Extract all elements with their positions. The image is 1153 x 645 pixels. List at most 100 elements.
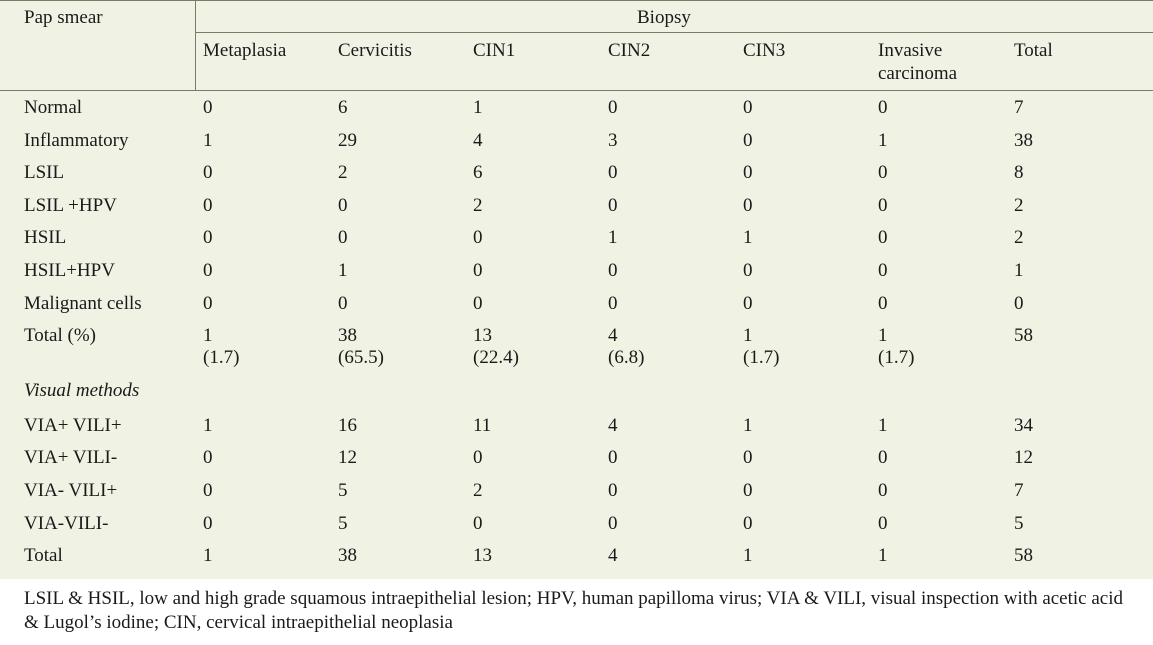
table-cell: 0 — [473, 512, 483, 534]
top-rule — [0, 0, 1153, 1]
table-cell: 1 — [878, 414, 888, 436]
table-cell: 11 — [473, 414, 492, 436]
table-cell: 0 — [608, 292, 618, 314]
row-label: LSIL — [24, 162, 65, 184]
column-header-metaplasia: Metaplasia — [203, 40, 287, 61]
table-cell: 0 — [203, 194, 213, 216]
header-bottom-rule — [0, 90, 1153, 91]
table-cell: 34 — [1014, 414, 1033, 436]
table-cell: 38 — [1014, 129, 1033, 151]
table-cell: 1 — [878, 545, 888, 567]
row-label: VIA+ VILI+ — [24, 414, 122, 436]
table-cell: 0 — [743, 292, 753, 314]
stub-divider — [195, 0, 196, 90]
table-cell: 4 — [608, 414, 618, 436]
row-label: VIA-VILI- — [24, 512, 109, 534]
table-cell: 0 — [878, 292, 888, 314]
table-cell-percent: (65.5) — [338, 347, 384, 369]
column-header-total: Total — [1014, 40, 1053, 61]
table-cell: 0 — [608, 260, 618, 281]
table-cell: 0 — [743, 479, 753, 501]
table-cell: 0 — [203, 479, 213, 501]
table-cell: 0 — [338, 227, 348, 249]
row-label: VIA- VILI+ — [24, 479, 118, 501]
table-cell: 0 — [473, 292, 483, 314]
data-table: Pap smear Biopsy Metaplasia Cervicitis C… — [0, 0, 1153, 567]
row-label: Inflammatory — [24, 129, 129, 151]
table-cell: 5 — [338, 512, 348, 534]
table-cell: 6 — [338, 97, 348, 118]
table-cell: 0 — [608, 447, 618, 469]
row-label: VIA+ VILI- — [24, 447, 118, 469]
table-cell: 0 — [878, 447, 888, 469]
table-cell: 0 — [473, 260, 483, 281]
table-footnote: LSIL & HSIL, low and high grade squamous… — [24, 588, 1124, 633]
table-cell: 13 — [473, 545, 492, 567]
row-label: HSIL — [24, 227, 67, 249]
table-cell: 1 — [608, 227, 618, 249]
table-cell: 0 — [338, 194, 348, 216]
table-cell-percent: (22.4) — [473, 347, 519, 369]
table-cell: 0 — [473, 447, 483, 469]
table-cell: 1 — [1014, 260, 1024, 281]
table-cell-percent: (1.7) — [743, 347, 780, 369]
row-header-label: Pap smear — [24, 7, 103, 28]
table-cell: 38 — [338, 325, 357, 347]
table-cell: 0 — [203, 97, 213, 118]
table-cell: 0 — [743, 129, 753, 151]
table-cell: 58 — [1014, 545, 1033, 567]
table-cell: 1 — [203, 129, 213, 151]
table-cell: 0 — [203, 447, 213, 469]
table-cell: 5 — [1014, 512, 1024, 534]
footnote-panel: LSIL & HSIL, low and high grade squamous… — [0, 579, 1153, 645]
table-cell-percent: (6.8) — [608, 347, 645, 369]
table-cell: 0 — [878, 227, 888, 249]
column-header-cin1: CIN1 — [473, 40, 516, 61]
column-header-cin2: CIN2 — [608, 40, 651, 61]
table-cell: 0 — [878, 512, 888, 534]
table-cell: 12 — [338, 447, 357, 469]
table-cell: 2 — [473, 479, 483, 501]
table-cell: 0 — [203, 260, 213, 281]
table-cell: 0 — [878, 162, 888, 184]
column-header-invasive-carcinoma: Invasive carcinoma — [878, 40, 958, 84]
biopsy-group-header: Biopsy — [637, 7, 691, 28]
table-cell: 1 — [203, 545, 213, 567]
table-cell: 13 — [473, 325, 492, 347]
row-label: LSIL +HPV — [24, 194, 117, 216]
table-cell: 1 — [338, 260, 348, 281]
table-cell: 2 — [473, 194, 483, 216]
table-cell: 0 — [203, 227, 213, 249]
row-label: Total — [24, 545, 63, 567]
table-cell: 0 — [473, 227, 483, 249]
table-cell: 0 — [203, 512, 213, 534]
table-cell: 0 — [878, 260, 888, 281]
table-cell: 8 — [1014, 162, 1024, 184]
table-cell: 0 — [743, 194, 753, 216]
table-cell: 4 — [608, 545, 618, 567]
section-label-visual-methods: Visual methods — [24, 380, 140, 402]
biopsy-underline — [195, 32, 1153, 33]
table-cell: 7 — [1014, 479, 1024, 501]
table-cell: 4 — [473, 129, 483, 151]
table-cell: 3 — [608, 129, 618, 151]
table-cell: 0 — [203, 162, 213, 184]
table-cell: 0 — [338, 292, 348, 314]
row-label: Malignant cells — [24, 292, 142, 314]
table-cell: 1 — [743, 325, 753, 347]
table-cell: 1 — [203, 325, 213, 347]
table-cell: 5 — [338, 479, 348, 501]
table-cell: 0 — [203, 292, 213, 314]
table-cell: 0 — [608, 512, 618, 534]
table-cell: 0 — [743, 162, 753, 184]
table-cell: 2 — [1014, 227, 1024, 249]
table-cell: 4 — [608, 325, 618, 347]
table-cell: 1 — [743, 227, 753, 249]
table-cell: 2 — [338, 162, 348, 184]
table-cell: 1 — [203, 414, 213, 436]
row-label: Total (%) — [24, 325, 97, 347]
table-cell: 1 — [743, 414, 753, 436]
table-cell: 0 — [743, 260, 753, 281]
table-cell: 0 — [1014, 292, 1024, 314]
